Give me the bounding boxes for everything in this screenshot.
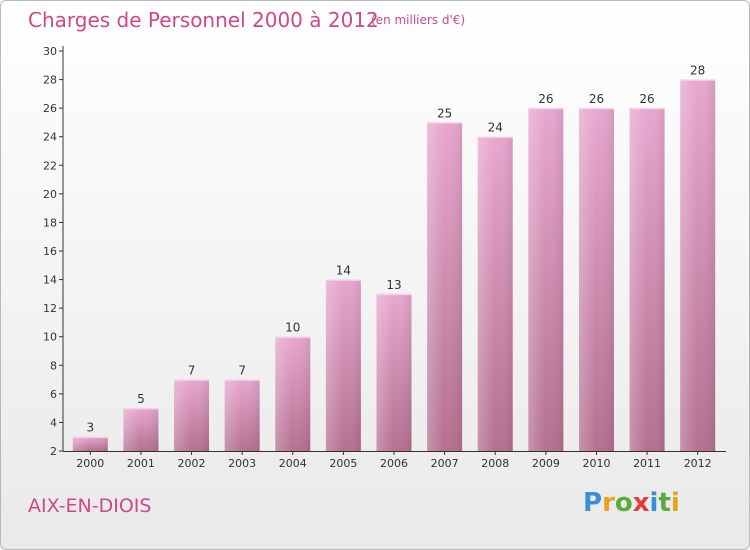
data-label-2007: 25	[437, 106, 452, 120]
data-label-2009: 26	[538, 92, 553, 106]
y-tick-label-8: 8	[50, 359, 57, 372]
y-tick-label-28: 28	[43, 74, 57, 87]
y-tick-label-10: 10	[43, 331, 57, 344]
data-label-2008: 24	[488, 121, 503, 135]
y-tick-label-20: 20	[43, 188, 57, 201]
y-tick-label-4: 4	[50, 416, 57, 429]
x-tick-label-2011: 2011	[633, 457, 661, 470]
logo-letter: r	[602, 488, 615, 518]
bar-shade-2002	[174, 379, 210, 451]
y-tick-label-6: 6	[50, 388, 57, 401]
commune-name: AIX-EN-DIOIS	[28, 495, 152, 517]
x-tick-label-2009: 2009	[532, 457, 560, 470]
bar-shade-2001	[123, 408, 159, 451]
bar-shade-2000	[72, 436, 108, 451]
x-tick-label-2007: 2007	[431, 457, 459, 470]
y-tick-label-26: 26	[43, 102, 57, 115]
x-tick-label-2001: 2001	[127, 457, 155, 470]
bar-shade-2012	[680, 79, 716, 452]
bars-group: 3 5 7 7 10 14 13 25 24 26 26 26 28	[72, 64, 716, 452]
x-tick-label-2006: 2006	[380, 457, 408, 470]
x-tick-label-2008: 2008	[481, 457, 509, 470]
x-tick-label-2002: 2002	[178, 457, 206, 470]
bar-shade-2008	[477, 136, 513, 451]
x-tick-label-2010: 2010	[582, 457, 610, 470]
bar-shade-2009	[528, 108, 564, 452]
logo-letter: P	[583, 488, 603, 518]
logo-letter: x	[632, 488, 650, 518]
y-tick-label-14: 14	[43, 274, 57, 287]
y-tick-label-18: 18	[43, 216, 57, 229]
data-label-2006: 13	[386, 278, 401, 292]
axes-group: 2000 2001 2002 2003 2004 2005 2006 2007 2008 2009…	[43, 45, 726, 470]
logo-letter: t	[658, 488, 671, 518]
x-tick-label-2012: 2012	[684, 457, 712, 470]
data-label-2010: 26	[589, 92, 604, 106]
bar-shade-2011	[629, 108, 665, 452]
data-label-2011: 26	[639, 92, 654, 106]
logo-letter: o	[614, 488, 633, 518]
y-tick-label-30: 30	[43, 45, 57, 58]
bar-shade-2006	[376, 293, 412, 451]
logo-letter: i	[670, 488, 680, 518]
data-label-2004: 10	[285, 321, 300, 335]
y-tick-label-12: 12	[43, 302, 57, 315]
x-tick-label-2003: 2003	[228, 457, 256, 470]
proxiti-logo: Proxiti	[583, 488, 680, 518]
bar-shade-2005	[325, 279, 361, 451]
x-tick-label-2005: 2005	[329, 457, 357, 470]
data-label-2012: 28	[690, 64, 705, 78]
bar-shade-2007	[427, 122, 463, 451]
x-tick-label-2000: 2000	[76, 457, 104, 470]
y-tick-label-2: 2	[50, 445, 57, 458]
x-tick-label-2004: 2004	[279, 457, 307, 470]
data-label-2000: 3	[86, 421, 94, 435]
logo-letter: i	[649, 488, 659, 518]
bar-shade-2010	[578, 108, 614, 452]
chart-title: Charges de Personnel 2000 à 2012	[28, 8, 379, 32]
bar-shade-2004	[275, 336, 311, 451]
chart-subtitle: (en milliers d'€)	[371, 13, 466, 27]
data-label-2003: 7	[238, 364, 246, 378]
y-tick-label-22: 22	[43, 159, 57, 172]
y-tick-label-16: 16	[43, 245, 57, 258]
data-label-2005: 14	[336, 264, 351, 278]
data-label-2002: 7	[188, 364, 196, 378]
y-tick-label-24: 24	[43, 131, 57, 144]
bar-shade-2003	[224, 379, 260, 451]
data-label-2001: 5	[137, 392, 145, 406]
